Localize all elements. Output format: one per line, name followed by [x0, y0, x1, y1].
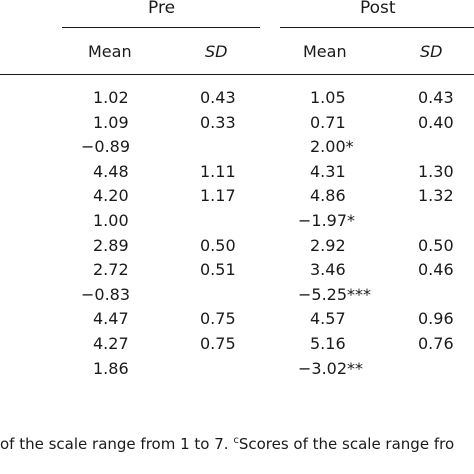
pre-sd-cell: 1.17 — [200, 186, 236, 206]
post-sd-cell: 0.76 — [418, 334, 454, 353]
post-sd-cell: 1.32 — [418, 186, 454, 206]
pre-group-header: Pre — [148, 0, 176, 18]
footnote-text-1: of the scale range from 1 to 7. — [0, 435, 234, 453]
post-sd-cell: 0.46 — [418, 260, 454, 280]
post-sd-cell: 0.96 — [418, 309, 454, 329]
pre-mean-cell: 4.48 — [93, 161, 129, 181]
post-mean-cell: −3.02** — [298, 358, 364, 378]
pre-mean-header: Mean — [88, 42, 132, 61]
pre-sd-cell: 0.75 — [200, 309, 236, 329]
pre-sd-cell: 0.50 — [200, 235, 236, 255]
pre-mean-cell: 1.09 — [93, 112, 129, 132]
pre-header-rule — [62, 27, 260, 28]
post-mean-cell: 2.00* — [310, 137, 354, 157]
subheader-rule — [0, 74, 474, 75]
pre-mean-cell: 2.72 — [93, 260, 129, 280]
pre-mean-cell: 1.02 — [93, 88, 129, 107]
post-mean-cell: −1.97* — [298, 211, 356, 230]
post-mean-cell: 0.71 — [310, 112, 346, 132]
pre-mean-cell: 1.86 — [93, 358, 129, 378]
table-footnote: of the scale range from 1 to 7. cScores … — [0, 435, 454, 453]
footnote-text-2: Scores of the scale range fro — [238, 435, 455, 453]
pre-mean-cell: −0.83 — [81, 284, 131, 304]
pre-sd-cell: 0.51 — [200, 260, 236, 280]
post-mean-cell: −5.25*** — [298, 284, 372, 304]
post-header-rule — [280, 27, 474, 28]
post-group-header: Post — [360, 0, 396, 18]
post-mean-cell: 4.57 — [310, 309, 346, 329]
pre-mean-cell: 4.47 — [93, 309, 129, 329]
pre-sd-cell: 1.11 — [200, 161, 236, 181]
pre-sd-header: SD — [205, 42, 228, 61]
post-mean-cell: 3.46 — [310, 260, 346, 280]
pre-mean-cell: −0.89 — [81, 137, 131, 157]
pre-mean-cell: 4.27 — [93, 334, 129, 353]
post-sd-cell: 0.40 — [418, 112, 454, 132]
pre-mean-cell: 4.20 — [93, 186, 129, 206]
post-sd-cell: 0.50 — [418, 235, 454, 255]
post-mean-header: Mean — [303, 42, 347, 61]
pre-sd-cell: 0.43 — [200, 88, 236, 107]
pre-mean-cell: 1.00 — [93, 211, 129, 230]
post-sd-cell: 1.30 — [418, 161, 454, 181]
pre-mean-cell: 2.89 — [93, 235, 129, 255]
post-mean-cell: 4.31 — [310, 161, 346, 181]
pre-sd-cell: 0.75 — [200, 334, 236, 353]
post-mean-cell: 5.16 — [310, 334, 346, 353]
post-mean-cell: 1.05 — [310, 88, 346, 107]
post-sd-header: SD — [420, 42, 443, 61]
pre-sd-cell: 0.33 — [200, 112, 236, 132]
post-mean-cell: 4.86 — [310, 186, 346, 206]
post-mean-cell: 2.92 — [310, 235, 346, 255]
footnote-marker: c — [233, 435, 239, 446]
post-sd-cell: 0.43 — [418, 88, 454, 107]
